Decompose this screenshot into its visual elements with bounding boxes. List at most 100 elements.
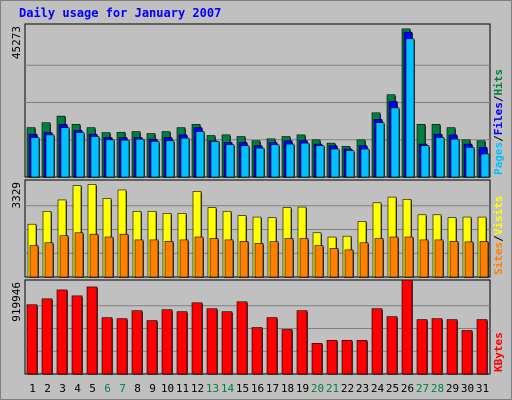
x-tick-label-day-11: 11	[176, 382, 189, 395]
bar-kbytes-day-16	[251, 327, 263, 375]
bar-kbytes-day-28	[431, 318, 443, 375]
legend-entry-kbytes: KBytes	[492, 332, 505, 372]
bar-kbytes-day-3	[56, 289, 68, 375]
bar-pages-day-18	[285, 143, 295, 178]
bar-pages-day-21	[330, 148, 340, 178]
bar-kbytes-day-14	[221, 311, 233, 375]
x-tick-label-day-6: 6	[104, 382, 111, 395]
x-tick-label-day-20: 20	[311, 382, 324, 395]
panel-hits_files_pages-legend: Pages/Files/Hits	[492, 69, 505, 175]
x-tick-label-day-7: 7	[119, 382, 126, 395]
legend-separator: /	[492, 235, 505, 242]
bar-sites-day-15	[239, 241, 249, 278]
bar-kbytes-day-18	[281, 329, 293, 375]
x-tick-label-day-29: 29	[446, 382, 459, 395]
bar-pages-day-23	[360, 148, 370, 178]
x-tick-label-day-31: 31	[476, 382, 489, 395]
bar-kbytes-day-26	[401, 279, 413, 375]
bar-pages-day-24	[375, 122, 385, 178]
legend-entry-pages: Pages	[492, 142, 505, 175]
bar-sites-day-11	[179, 239, 189, 278]
bar-kbytes-day-8	[131, 310, 143, 375]
bar-sites-day-30	[464, 241, 474, 278]
chart-title: Daily usage for January 2007	[19, 6, 222, 20]
bar-kbytes-day-13	[206, 308, 218, 375]
bar-sites-day-21	[329, 248, 339, 278]
bar-sites-day-4	[74, 232, 84, 278]
bar-kbytes-day-29	[446, 319, 458, 375]
x-tick-label-day-19: 19	[296, 382, 309, 395]
bar-pages-day-13	[210, 141, 220, 178]
bar-pages-day-17	[270, 144, 280, 178]
x-tick-label-day-16: 16	[251, 382, 264, 395]
bar-sites-day-24	[374, 238, 384, 278]
bar-sites-day-13	[209, 238, 219, 278]
bar-pages-day-30	[465, 147, 475, 178]
x-tick-label-day-28: 28	[431, 382, 444, 395]
bar-pages-day-6	[105, 139, 115, 178]
x-tick-label-day-23: 23	[356, 382, 369, 395]
bar-sites-day-1	[29, 245, 39, 278]
bar-sites-day-25	[389, 236, 399, 278]
x-tick-label-day-21: 21	[326, 382, 339, 395]
bar-pages-day-7	[120, 139, 130, 178]
bar-kbytes-day-1	[26, 304, 38, 375]
bar-sites-day-22	[344, 249, 354, 278]
bar-pages-day-4	[75, 132, 85, 178]
x-tick-label-day-26: 26	[401, 382, 414, 395]
x-tick-label-day-22: 22	[341, 382, 354, 395]
bar-kbytes-day-23	[356, 340, 368, 375]
bar-kbytes-day-9	[146, 320, 158, 375]
bar-kbytes-day-21	[326, 340, 338, 375]
bar-pages-day-5	[90, 136, 100, 178]
x-tick-label-day-1: 1	[29, 382, 36, 395]
bar-sites-day-19	[299, 238, 309, 278]
bar-sites-day-26	[404, 236, 414, 278]
bar-kbytes-day-4	[71, 295, 83, 375]
bar-kbytes-day-24	[371, 308, 383, 375]
bar-pages-day-10	[165, 140, 175, 178]
bar-kbytes-day-10	[161, 309, 173, 375]
bar-kbytes-day-19	[296, 310, 308, 375]
bar-sites-day-2	[44, 242, 54, 278]
legend-entry-sites: Sites	[492, 242, 505, 275]
panel-kbytes-legend: KBytes	[492, 332, 505, 372]
bar-sites-day-18	[284, 238, 294, 278]
panel-visits_sites-legend: Sites/Visits	[492, 196, 505, 276]
bar-kbytes-day-25	[386, 316, 398, 375]
bar-kbytes-day-17	[266, 317, 278, 375]
bar-pages-day-19	[300, 142, 310, 178]
x-tick-label-day-18: 18	[281, 382, 294, 395]
x-tick-label-day-25: 25	[386, 382, 399, 395]
bar-pages-day-25	[390, 107, 400, 178]
bar-sites-day-27	[419, 239, 429, 278]
x-tick-label-day-24: 24	[371, 382, 385, 395]
bar-kbytes-day-6	[101, 317, 113, 375]
bar-kbytes-day-20	[311, 343, 323, 375]
bar-kbytes-day-27	[416, 319, 428, 375]
bar-kbytes-day-7	[116, 318, 128, 375]
legend-separator: /	[492, 135, 505, 142]
bar-sites-day-3	[59, 235, 69, 278]
x-tick-label-day-27: 27	[416, 382, 429, 395]
legend-separator: /	[492, 95, 505, 102]
bar-sites-day-28	[434, 239, 444, 278]
x-tick-label-day-15: 15	[236, 382, 249, 395]
bar-pages-day-12	[195, 131, 205, 178]
bar-sites-day-10	[164, 241, 174, 278]
bar-sites-day-23	[359, 242, 369, 278]
legend-entry-files: Files	[492, 102, 505, 135]
x-tick-label-day-3: 3	[59, 382, 66, 395]
bar-kbytes-day-11	[176, 311, 188, 375]
bar-pages-day-22	[345, 150, 355, 178]
bar-pages-day-28	[435, 137, 445, 178]
x-tick-label-day-9: 9	[149, 382, 156, 395]
bar-kbytes-day-2	[41, 298, 53, 375]
bar-pages-day-3	[60, 127, 70, 178]
bar-kbytes-day-22	[341, 340, 353, 375]
x-tick-label-day-8: 8	[134, 382, 141, 395]
bar-kbytes-day-30	[461, 330, 473, 375]
bar-pages-day-15	[240, 145, 250, 178]
bar-pages-day-20	[315, 145, 325, 178]
